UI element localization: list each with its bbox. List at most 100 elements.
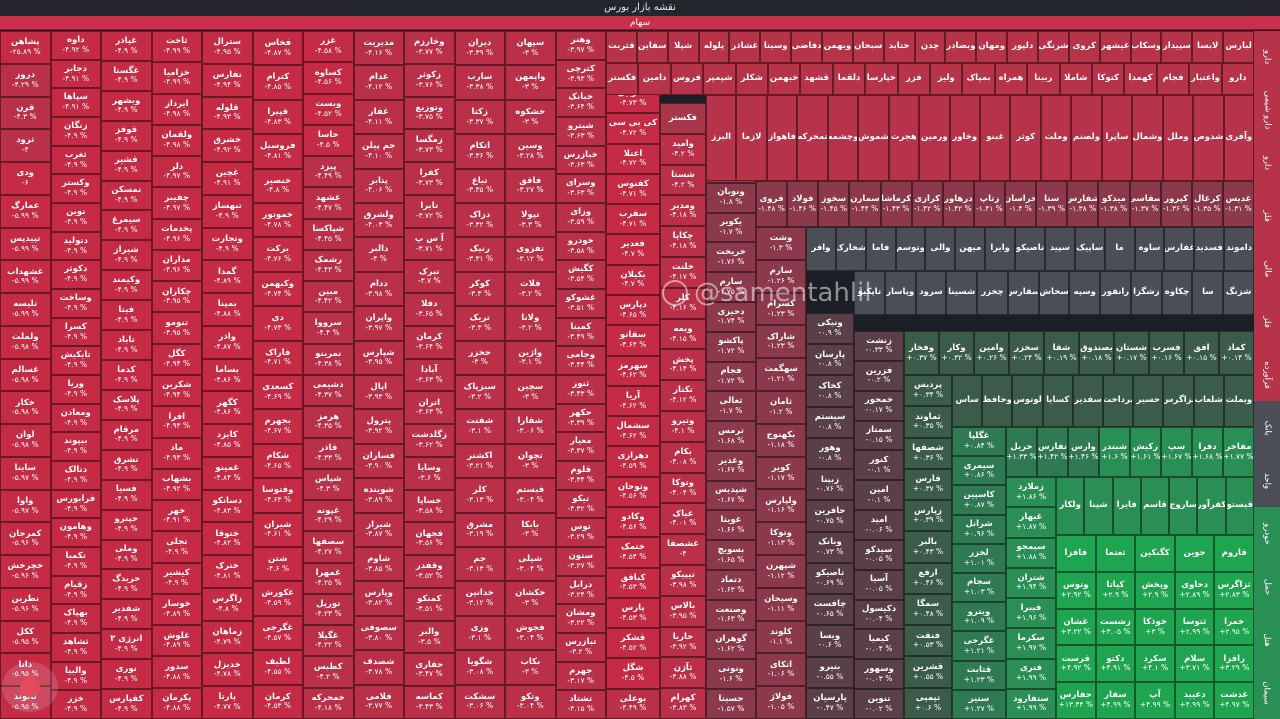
stock-cell[interactable]: قشیر -۴.۹ % [101,150,152,181]
stock-cell[interactable]: شلعاب [1193,375,1224,427]
stock-cell[interactable]: شیترو -۳.۶۳ % [555,117,606,146]
stock-cell[interactable]: ونوبان -۱.۸ % [706,182,756,213]
stock-cell[interactable]: پلوله [698,31,730,63]
stock-cell[interactable]: زکتا -۳.۳۷ % [454,99,505,135]
stock-cell[interactable]: فکستر [660,103,706,134]
stock-cell[interactable]: خمحرکه -۴.۱۸ % [303,687,354,719]
stock-cell[interactable]: غشاذر [729,31,761,63]
stock-cell[interactable]: سفاسی-۱.۳۷ % [1129,181,1161,227]
stock-cell[interactable]: نطرین -۵.۹۶ % [0,587,51,621]
stock-cell[interactable]: شکلر [735,63,768,95]
stock-cell[interactable]: زشست +۳.۰۵ % [1095,608,1136,646]
stock-cell[interactable]: غشان +۳.۲۲ % [1056,608,1096,646]
stock-cell[interactable]: سصفها -۴.۲۷ % [303,531,354,563]
stock-cell[interactable]: وپارس -۳.۸۲ % [353,581,404,616]
stock-cell[interactable]: وساخت -۴.۹ % [50,289,101,318]
stock-cell[interactable]: سشمال -۴.۶۲ % [606,416,660,447]
stock-cell[interactable]: چخزر [977,271,1008,315]
stock-cell[interactable]: فلات -۳.۲ % [505,271,556,307]
stock-cell[interactable]: خشرق -۴.۹۲ % [202,129,253,163]
stock-cell[interactable]: وتکو -۳.۰۴ % [505,684,556,719]
stock-cell[interactable]: افق +۰.۱۵ % [1184,331,1219,375]
stock-cell[interactable]: واوا -۵.۹۷ % [0,489,51,523]
stock-cell[interactable]: برداخت [1103,375,1134,427]
stock-cell[interactable]: ولقمان -۴.۹۸ % [151,124,202,157]
industry-label[interactable]: خودرو [1254,507,1280,561]
stock-cell[interactable]: تبهساز -۴.۹ % [202,194,253,228]
stock-cell[interactable]: خموتور -۴.۷۸ % [252,203,303,238]
stock-cell[interactable]: ختمک -۴.۵۴ % [606,537,660,568]
stock-cell[interactable]: تاباد -۴.۹ % [101,330,152,361]
stock-cell[interactable]: دکتو +۴.۹۱ % [1095,645,1136,683]
stock-cell[interactable]: خزامیا -۴.۹۹ % [151,62,202,94]
stock-cell[interactable]: غشهد -۴.۴۷ % [303,187,354,219]
stock-cell[interactable]: دحیزی -۱.۷۴ % [706,301,756,332]
stock-cell[interactable]: بوعلی -۴.۴۹ % [606,688,660,719]
stock-cell[interactable]: دارو [1221,63,1254,95]
stock-cell[interactable]: لوان -۵.۹۸ % [0,424,51,457]
stock-cell[interactable]: وکادو -۴.۵۶ % [606,507,660,538]
stock-cell[interactable]: وتوسم [895,227,926,271]
stock-cell[interactable]: ومشان -۳.۲۲ % [555,604,606,633]
stock-cell[interactable]: وفخار +۰.۳۷ % [904,331,939,375]
stock-cell[interactable]: ربینا [1027,63,1060,95]
stock-cell[interactable]: آ س پ -۳.۷۱ % [404,227,455,261]
stock-cell[interactable]: شپاس -۴.۳ % [303,468,354,501]
stock-cell[interactable]: لابسا [1192,31,1224,63]
stock-cell[interactable]: اتران -۳.۶۳ % [404,391,455,425]
stock-cell[interactable]: غزر -۴.۵۸ % [303,31,354,63]
stock-cell[interactable]: قیستو [1225,477,1254,535]
stock-cell[interactable]: وملل [1162,95,1194,181]
stock-cell[interactable]: تیکو -۳.۳۲ % [555,489,606,519]
stock-cell[interactable]: جوین [1174,535,1215,572]
stock-cell[interactable]: آبادا -۳.۶۳ % [404,358,455,392]
stock-cell[interactable]: قاسم [1140,477,1170,535]
stock-cell[interactable]: نمرینو -۴.۳۸ % [303,343,354,375]
stock-cell[interactable]: البرز [706,95,737,181]
stock-cell[interactable]: حاسا -۴.۵ % [303,124,354,157]
stock-cell[interactable]: ولملت -۵.۹۸ % [0,325,51,359]
stock-cell[interactable]: تچوان -۳ % [505,443,556,479]
stock-cell[interactable]: وتوکا -۱.۱۳ % [756,522,806,555]
stock-cell[interactable]: سصوفی -۳.۸۰ % [353,615,404,651]
stock-cell[interactable]: کفرا -۳.۷۳ % [404,162,455,195]
stock-cell[interactable]: کرغال -۱.۳۵ % [1191,181,1223,227]
stock-cell[interactable]: فرابورس -۴.۹ % [50,489,101,519]
stock-cell[interactable]: وهور -۰.۸ % [806,437,854,470]
stock-cell[interactable]: وتوزیع -۳.۷۵ % [404,96,455,130]
stock-cell[interactable]: بمپنا -۴.۸۸ % [202,293,253,326]
stock-cell[interactable]: غگستا -۴.۹ % [101,60,152,91]
stock-cell[interactable]: وکار +۰.۳۲ % [939,331,974,375]
stock-cell[interactable]: خکشان -۳ % [505,581,556,616]
stock-cell[interactable]: ومعادن -۴.۹ % [50,403,101,433]
stock-cell[interactable]: کتوکا [1092,63,1125,95]
industry-label[interactable]: دارو [1254,31,1280,84]
stock-cell[interactable]: زشگزا [1130,271,1162,315]
stock-cell[interactable]: شفدیر -۴.۹ % [101,599,152,630]
stock-cell[interactable]: ثماوند +۰.۳۵ % [904,406,952,438]
stock-cell[interactable]: تاپکیو [854,271,885,315]
stock-cell[interactable]: فخاس -۴.۸۷ % [252,31,303,66]
stock-cell[interactable]: دعیید +۴.۹۹ % [1174,682,1215,719]
stock-cell[interactable]: تمحرکه [797,95,828,181]
stock-cell[interactable]: غگلپا +۰.۸۴ % [952,427,1006,457]
stock-cell[interactable]: کگهر -۴.۸۶ % [202,391,253,425]
stock-cell[interactable]: کهرام -۳.۸۳ % [660,688,706,719]
stock-cell[interactable]: غگرجی +۱.۲۱ % [952,631,1006,661]
stock-cell[interactable]: سا [1192,271,1224,315]
stock-cell[interactable]: پخدمات -۴.۹۶ % [151,218,202,250]
stock-cell[interactable]: فاهواز [766,95,798,181]
stock-cell[interactable]: قلوم -۳.۳۴ % [555,461,606,490]
stock-cell[interactable]: اکشتر -۳.۲۱ % [454,443,505,479]
stock-cell[interactable]: فنری +۱.۹۹ % [1006,658,1056,689]
stock-cell[interactable]: دکوثر -۴.۹ % [50,260,101,289]
stock-cell[interactable]: ثامان -۱.۲ % [756,391,806,424]
stock-cell[interactable]: غسالم -۵.۹۸ % [0,358,51,392]
stock-cell[interactable]: حپترو -۴.۹ % [101,509,152,540]
stock-cell[interactable]: بشهاب -۴.۹۲ % [151,468,202,501]
stock-cell[interactable]: بزاگرس [1163,375,1194,427]
stock-cell[interactable]: وکیمند -۴.۹ % [101,270,152,301]
stock-cell[interactable]: وامین +۰.۲۶ % [974,331,1009,375]
stock-cell[interactable]: ختوقا -۴.۸۲ % [202,522,253,556]
stock-cell[interactable]: کیمیا -۰.۰۴ % [854,629,904,660]
